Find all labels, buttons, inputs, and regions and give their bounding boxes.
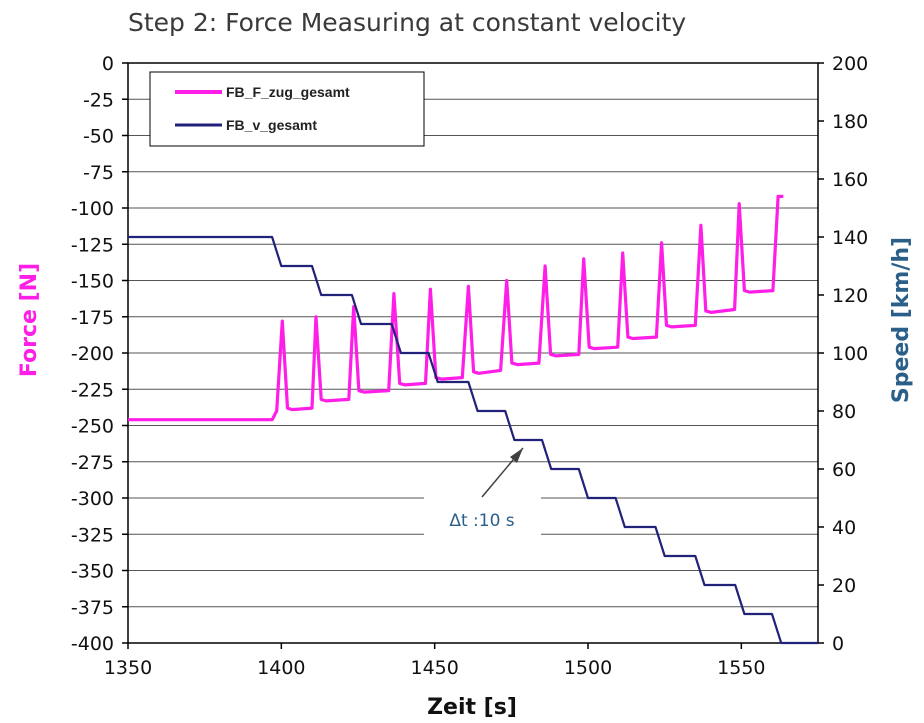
y-right-tick-label: 60 [832,459,856,481]
legend-label-force: FB_F_zug_gesamt [226,84,350,100]
chart-title: Step 2: Force Measuring at constant velo… [128,8,687,37]
y-left-tick-label: -200 [71,343,114,365]
legend-label-speed: FB_v_gesamt [226,117,317,133]
y-right-tick-label: 160 [832,169,868,191]
y-right-tick-label: 200 [832,53,868,75]
annotation-box [424,497,541,543]
y-left-tick-label: -250 [71,416,114,438]
y-right-tick-label: 40 [832,517,856,539]
y-right-tick-label: 180 [832,111,868,133]
y-left-tick-label: -175 [71,307,114,329]
y-axis-label-right: Speed [km/h] [889,237,914,403]
axes: 0 -25 -50 -75 -100 -125 -150 -175 -200 -225 -250 -2… [71,53,868,679]
y-left-tick-label: -100 [71,198,114,220]
x-tick-label: 1350 [104,657,152,679]
y-left-tick-label: -375 [71,597,114,619]
x-tick-label: 1550 [717,657,765,679]
x-tick-label: 1450 [410,657,458,679]
annotation: Δt :10 s [424,447,541,543]
y-left-tick-label: 0 [102,53,114,75]
y-right-tick-label: 100 [832,343,868,365]
series-line-force [128,194,784,422]
y-right-tick-label: 140 [832,227,868,249]
y-left-tick-label: -25 [83,89,114,111]
y-left-tick-label: -125 [71,234,114,256]
legend: FB_F_zug_gesamt FB_v_gesamt [149,71,425,147]
annotation-text: Δt :10 s [449,511,514,531]
y-left-tick-label: -350 [71,561,114,583]
y-right-tick-label: 80 [832,401,856,423]
series-layer [128,194,818,645]
y-right-tick-label: 20 [832,575,856,597]
series-line-speed [128,235,818,645]
x-axis-label: Zeit [s] [427,695,517,720]
annotation-arrowhead [510,448,523,463]
y-left-tick-label: -275 [71,452,114,474]
y-left-tick-label: -300 [71,488,114,510]
y-axis-label-left: Force [N] [17,263,42,377]
y-left-tick-label: -400 [71,633,114,655]
x-tick-label: 1400 [257,657,305,679]
x-tick-label: 1500 [564,657,612,679]
y-left-tick-label: -75 [83,162,114,184]
y-left-tick-label: -150 [71,271,114,293]
y-left-tick-label: -50 [83,126,114,148]
y-right-tick-label: 120 [832,285,868,307]
legend-box [149,71,425,147]
y-left-tick-label: -225 [71,379,114,401]
y-left-tick-label: -325 [71,524,114,546]
y-right-tick-label: 0 [832,633,844,655]
